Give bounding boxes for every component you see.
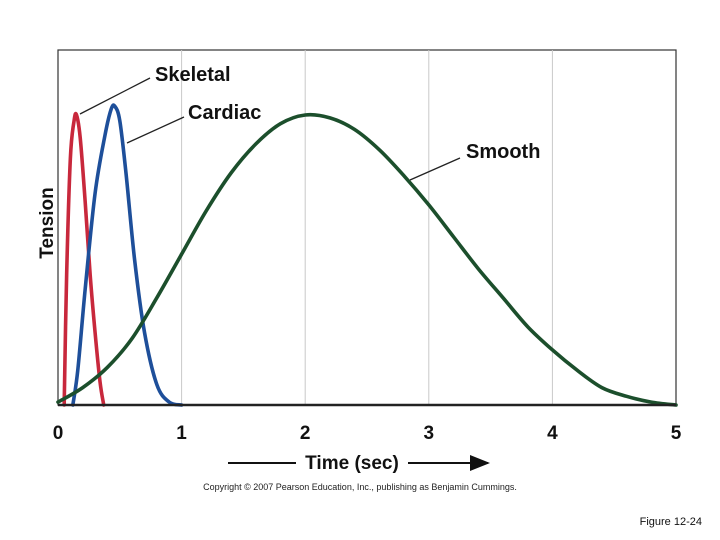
plot-frame [57,49,677,406]
gridlines [181,50,553,405]
y-axis-title: Tension [37,187,58,258]
skeletal-series-line [62,111,106,407]
cardiac-leader-line [126,116,185,144]
smooth-series-line [56,112,678,407]
cardiac-series-line [71,103,184,407]
skeletal-leader-line [79,77,151,115]
x-axis-title: Time (sec) [305,453,399,474]
skeletal-label: Skeletal [155,64,231,86]
smooth-leader-line [409,157,461,181]
x-tick-label: 2 [300,423,311,444]
x-tick-label: 4 [547,423,558,444]
series-group [56,103,678,407]
x-tick-label: 3 [424,423,435,444]
figure-label: Figure 12-24 [639,516,702,528]
x-tick-label: 5 [671,423,682,444]
cardiac-label: Cardiac [188,102,261,124]
x-tick-labels: 0 1 2 3 4 5 [53,423,682,444]
x-tick-label: 1 [176,423,187,444]
smooth-label: Smooth [466,141,540,163]
x-tick-label: 0 [53,423,64,444]
copyright-notice: Copyright © 2007 Pearson Education, Inc.… [203,482,517,492]
